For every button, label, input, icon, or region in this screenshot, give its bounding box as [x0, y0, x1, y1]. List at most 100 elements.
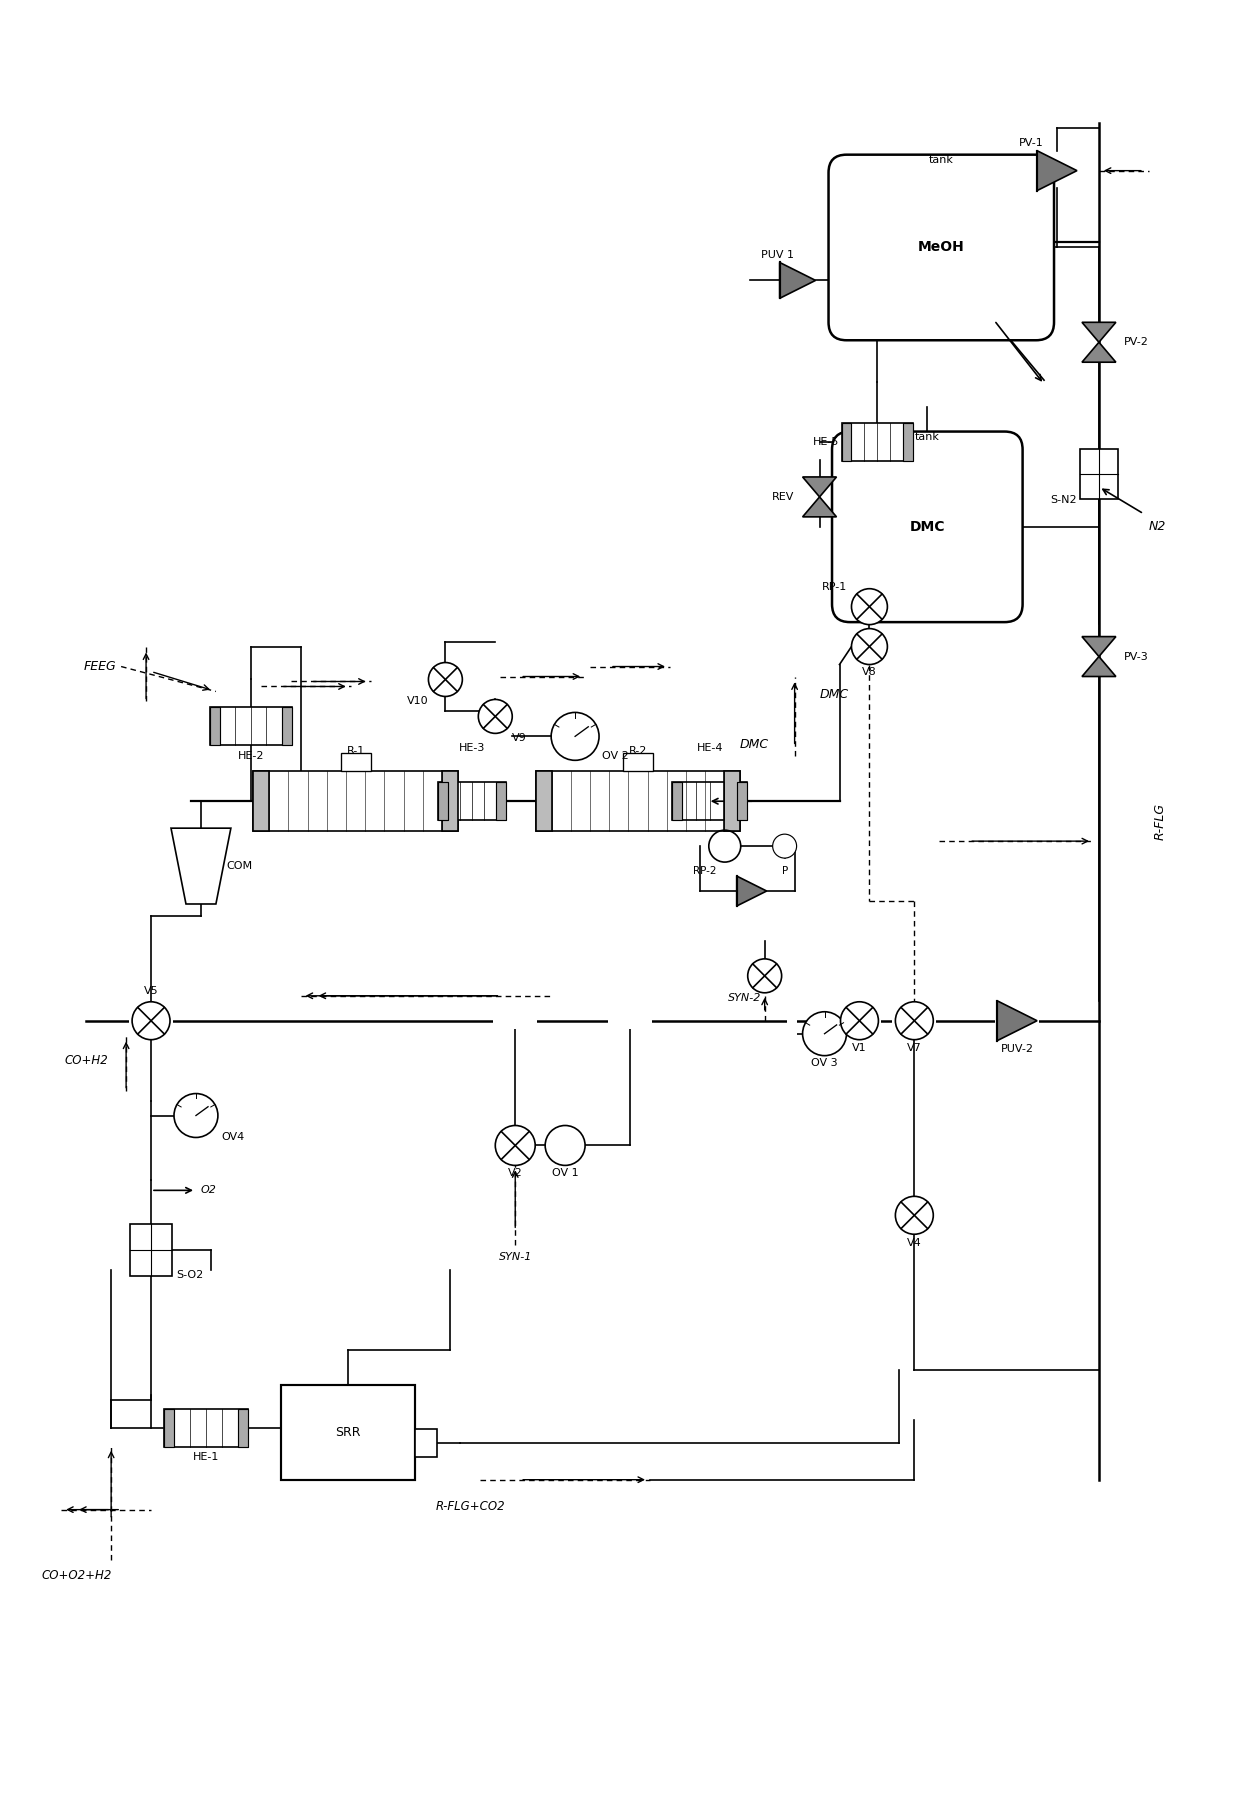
Bar [210, 708, 219, 746]
Text: PV-3: PV-3 [1123, 652, 1148, 661]
Bar [439, 782, 506, 819]
Text: V2: V2 [508, 1169, 522, 1178]
Bar [536, 771, 552, 830]
Bar [842, 423, 914, 461]
Text: DMC: DMC [820, 688, 849, 701]
Bar [996, 1012, 1039, 1028]
Text: P: P [781, 866, 787, 875]
Bar [280, 1385, 415, 1480]
Text: HE-2: HE-2 [238, 751, 264, 762]
Bar [622, 753, 653, 771]
Polygon shape [802, 477, 837, 497]
Text: DMC: DMC [910, 520, 945, 533]
Circle shape [429, 663, 463, 697]
Bar [494, 1012, 537, 1028]
Bar [837, 1012, 882, 1028]
Polygon shape [1037, 151, 1078, 191]
Bar [164, 1408, 248, 1446]
Text: V7: V7 [906, 1043, 921, 1052]
Circle shape [495, 1126, 536, 1165]
Text: V10: V10 [407, 697, 429, 706]
Text: tank: tank [915, 432, 940, 441]
Text: OV4: OV4 [221, 1133, 244, 1142]
Circle shape [852, 629, 888, 665]
Text: V8: V8 [862, 666, 877, 677]
Text: CO+H2: CO+H2 [64, 1054, 108, 1068]
Bar [238, 1408, 248, 1446]
Bar [904, 423, 914, 461]
Polygon shape [780, 263, 816, 299]
Bar [842, 423, 852, 461]
FancyBboxPatch shape [828, 155, 1054, 340]
Text: N2: N2 [1148, 520, 1166, 533]
Text: R-FLG: R-FLG [1153, 803, 1167, 839]
Text: R-1: R-1 [346, 746, 365, 756]
Bar [1080, 448, 1118, 499]
Circle shape [895, 1001, 934, 1039]
Text: RP-2: RP-2 [693, 866, 717, 875]
Text: HE-3: HE-3 [459, 744, 486, 753]
Text: OV 2: OV 2 [603, 751, 629, 762]
Text: S-O2: S-O2 [176, 1270, 203, 1281]
Bar [738, 782, 748, 819]
Text: HE-5: HE-5 [813, 438, 839, 447]
Bar [672, 782, 682, 819]
Circle shape [773, 834, 796, 857]
Bar [281, 708, 291, 746]
Bar [536, 771, 740, 830]
Polygon shape [1083, 636, 1116, 657]
Text: PV-2: PV-2 [1123, 337, 1148, 348]
Text: OV 1: OV 1 [552, 1169, 578, 1178]
Text: HE-1: HE-1 [192, 1452, 219, 1462]
Text: R-2: R-2 [629, 746, 647, 756]
Bar [672, 782, 748, 819]
Bar [786, 1014, 796, 1046]
Text: V4: V4 [906, 1239, 921, 1248]
Text: CO+O2+H2: CO+O2+H2 [41, 1569, 112, 1583]
Polygon shape [171, 828, 231, 904]
Text: PUV-2: PUV-2 [1001, 1043, 1034, 1054]
Text: PV-1: PV-1 [1019, 137, 1043, 148]
Text: R-FLG+CO2: R-FLG+CO2 [435, 1500, 505, 1513]
Circle shape [841, 1001, 878, 1039]
Bar [164, 1408, 174, 1446]
Circle shape [895, 1196, 934, 1234]
FancyBboxPatch shape [832, 432, 1023, 621]
Text: S-N2: S-N2 [1050, 495, 1078, 504]
Polygon shape [997, 1001, 1037, 1041]
Text: REV: REV [773, 492, 795, 502]
Bar [129, 1012, 174, 1028]
Bar [415, 1428, 438, 1457]
Polygon shape [802, 497, 837, 517]
Text: V9: V9 [512, 733, 527, 744]
Text: FEEG: FEEG [83, 659, 117, 674]
Circle shape [479, 699, 512, 733]
Circle shape [174, 1093, 218, 1138]
Text: RP-1: RP-1 [822, 582, 847, 593]
Bar [441, 771, 458, 830]
Polygon shape [1083, 322, 1116, 342]
Bar [724, 771, 740, 830]
Polygon shape [1083, 342, 1116, 362]
Circle shape [852, 589, 888, 625]
Text: MeOH: MeOH [918, 241, 965, 254]
Text: tank: tank [929, 155, 954, 164]
Polygon shape [737, 875, 766, 906]
Bar [496, 782, 506, 819]
Text: HE-4: HE-4 [697, 744, 723, 753]
Circle shape [748, 958, 781, 992]
Bar [210, 708, 291, 746]
Circle shape [546, 1126, 585, 1165]
Circle shape [551, 713, 599, 760]
Text: DMC: DMC [740, 738, 769, 751]
Circle shape [802, 1012, 847, 1055]
Bar [439, 782, 449, 819]
Bar [253, 771, 458, 830]
Text: SYN-1: SYN-1 [498, 1252, 532, 1263]
Bar [253, 771, 269, 830]
Polygon shape [1083, 657, 1116, 677]
Bar [608, 1012, 652, 1028]
Text: O2: O2 [201, 1185, 217, 1196]
Bar [893, 1012, 936, 1028]
Bar [341, 753, 371, 771]
